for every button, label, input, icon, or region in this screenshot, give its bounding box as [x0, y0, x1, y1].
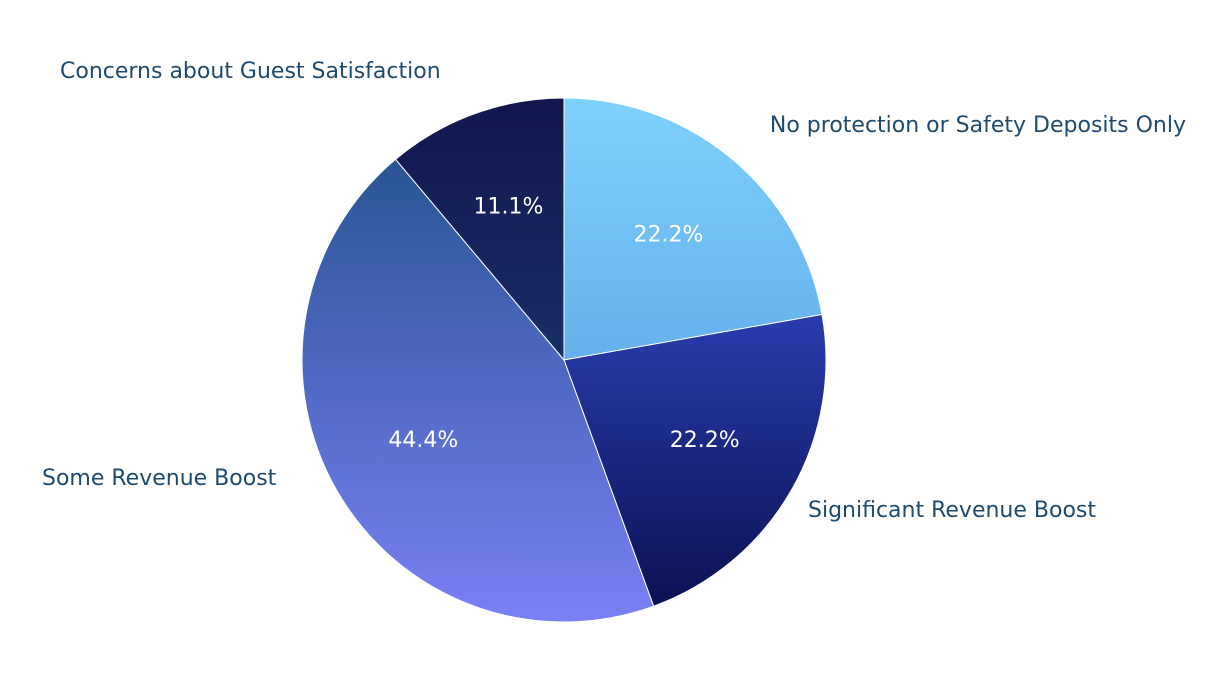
- category-label-significant-revenue-boost: Significant Revenue Boost: [808, 498, 1096, 523]
- category-label-no-protection-or-safety-deposits-only: No protection or Safety Deposits Only: [770, 113, 1186, 138]
- pie-value-labels: 22.2% 22.2% 44.4% 11.1%: [388, 194, 739, 453]
- pie-value-label-significant-revenue-boost: 22.2%: [670, 428, 740, 453]
- pie-category-labels: Concerns about Guest Satisfaction No pro…: [42, 59, 1186, 523]
- category-label-some-revenue-boost: Some Revenue Boost: [42, 466, 277, 491]
- pie-value-label-no-protection-or-safety-deposits-only: 22.2%: [633, 223, 703, 248]
- pie-slice-no-protection-or-safety-deposits-only: [563, 97, 823, 361]
- pie-value-label-some-revenue-boost: 44.4%: [388, 428, 458, 453]
- pie-slice-significant-revenue-boost: [563, 313, 827, 607]
- pie-slice-concerns-about-guest-satisfaction: [394, 97, 565, 362]
- pie-slices: [301, 97, 827, 623]
- category-label-concerns-about-guest-satisfaction: Concerns about Guest Satisfaction: [60, 59, 441, 84]
- pie-value-label-concerns-about-guest-satisfaction: 11.1%: [473, 194, 543, 219]
- pie-slice-some-revenue-boost: [301, 158, 655, 623]
